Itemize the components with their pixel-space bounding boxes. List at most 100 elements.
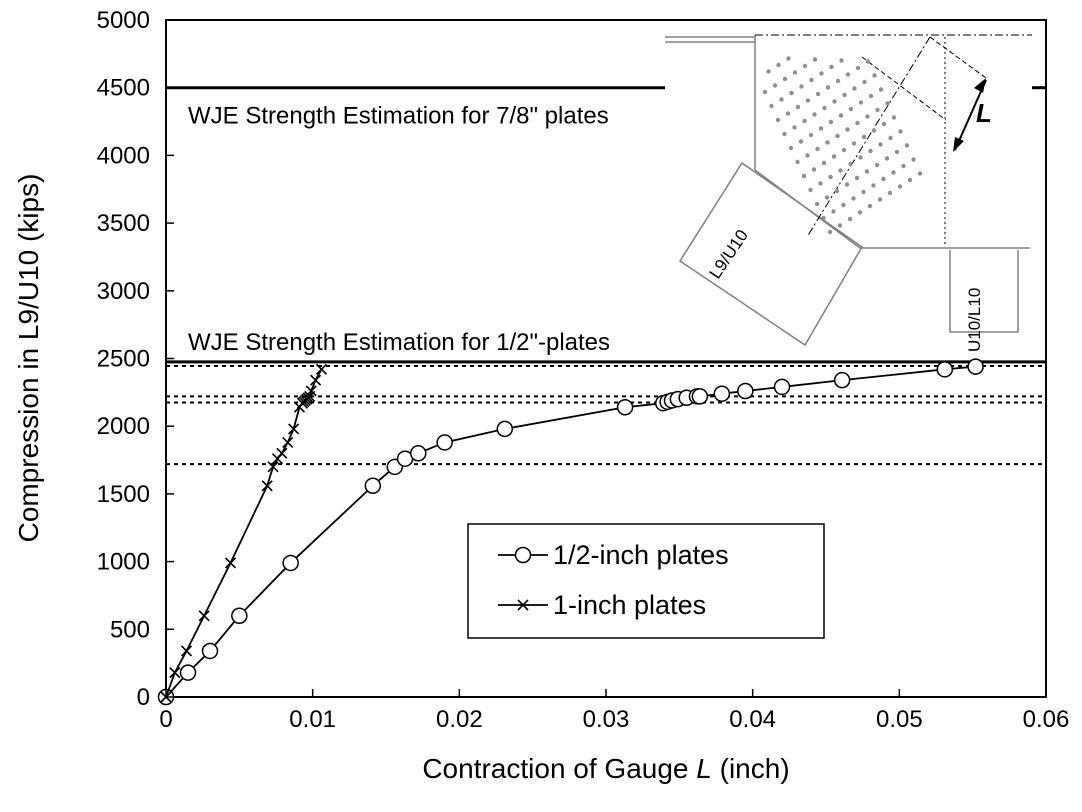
inset-bolt-90 [769, 103, 774, 109]
inset-bolt-99 [772, 83, 778, 88]
series-1-point-3 [198, 610, 210, 622]
y-tick-label-3: 1500 [97, 481, 150, 508]
inset-bolt-28 [894, 149, 900, 155]
inset-bolt-63 [818, 126, 824, 131]
inset-gauge-arrow-top [974, 78, 986, 93]
inset-bolt-9 [917, 171, 923, 176]
legend-marker-0 [514, 546, 532, 564]
inset-bolt-103 [812, 57, 818, 62]
series-1-point-18 [305, 385, 317, 397]
legend-label-1: 1-inch plates [553, 590, 706, 620]
series-1-point-4 [224, 557, 237, 569]
series-0-point-2 [201, 642, 219, 660]
series-0-point-20 [737, 382, 754, 400]
inset-bolt-83 [805, 98, 811, 103]
inset-bolt-61 [798, 139, 804, 144]
series-0-point-4 [282, 554, 299, 572]
inset-bolt-35 [858, 155, 863, 160]
inset-bolt-60 [788, 145, 794, 151]
inset-bolt-32 [828, 174, 833, 180]
inset-bolt-94 [809, 77, 814, 83]
inset-gauge-arrow-bottom [953, 137, 964, 152]
series-0-point-23 [936, 361, 954, 378]
inset-bolt-51 [805, 153, 810, 158]
inset-bolt-87 [845, 72, 851, 77]
inset-bolt-104 [766, 69, 771, 74]
inset-bolt-21 [824, 195, 830, 200]
x-tick-label-5: 0.05 [876, 706, 923, 733]
inset-bolt-25 [864, 169, 870, 174]
inset-bolt-46 [861, 134, 867, 140]
y-tick-label-0: 0 [137, 684, 150, 711]
inset-bolt-20 [814, 201, 820, 207]
series-0-point-10 [496, 420, 514, 438]
inset-label-gauge: L [976, 98, 992, 128]
inset-bolt-55 [845, 127, 850, 132]
inset-bolt-4 [867, 203, 873, 209]
y-tick-label-8: 4000 [97, 142, 150, 169]
inset-bolt-49 [891, 115, 897, 120]
inset-bolt-79 [872, 73, 877, 78]
y-tick-label-9: 4500 [97, 75, 150, 102]
series-0-point-9 [436, 434, 453, 451]
legend-box [467, 523, 825, 639]
series-0-point-21 [773, 378, 791, 396]
series-1-point-10 [288, 423, 300, 435]
inset-bolt-47 [871, 128, 877, 133]
x-tick-label-1: 0.01 [289, 706, 336, 733]
series-0-point-11 [616, 398, 634, 416]
inset-bolt-50 [795, 159, 800, 165]
axes: 0 0.01 0.02 0.03 0.04 0.05 0.06 0 500 1000 1500 200… [13, 7, 1069, 784]
inset-bolt-14 [861, 189, 866, 195]
inset-gauge-extension-top [929, 36, 987, 79]
inset-bolt-62 [808, 132, 814, 138]
inset-label-vertical: U10/L10 [965, 288, 984, 352]
inset-bolt-39 [898, 129, 903, 134]
inset-bolt-29 [904, 143, 910, 148]
inset-bolt-3 [857, 210, 863, 215]
inset-bolt-41 [811, 167, 817, 172]
series-1-point-19 [310, 374, 322, 386]
inset-bolt-0 [827, 229, 833, 235]
y-tick-label-1: 500 [110, 616, 150, 643]
inset-bolt-38 [888, 135, 893, 141]
inset-diagonal-centerline [806, 36, 931, 238]
inset-bolt-8 [907, 177, 913, 183]
inset-bolt-10 [821, 215, 826, 221]
inset-bolt-65 [838, 113, 844, 118]
inset-bolt-12 [841, 202, 846, 208]
inset-bolt-31 [818, 181, 823, 186]
inset-bolt-58 [875, 107, 880, 113]
inset-bolt-26 [874, 162, 880, 168]
inset-bolt-71 [792, 125, 797, 130]
legend: 1/2-inch plates 1-inch plates [467, 523, 825, 639]
inset-bolt-43 [831, 154, 837, 159]
inset-bolt-48 [881, 121, 887, 127]
y-tick-label-2: 1000 [97, 549, 150, 576]
reference-label-1: WJE Strength Estimation for 1/2"-plates [188, 329, 610, 356]
x-tick-label-6: 0.06 [1023, 706, 1070, 733]
inset-bolt-36 [868, 148, 873, 154]
series-1-point-2 [180, 645, 193, 657]
series-layer [157, 358, 984, 706]
y-axis-title: Compression in L9/U10 (kips) [13, 174, 44, 543]
inset-bolt-80 [775, 117, 781, 123]
inset-bolt-77 [852, 86, 857, 91]
inset-bolt-30 [808, 187, 813, 193]
series-0-point-8 [410, 445, 427, 462]
inset-bolt-27 [884, 156, 890, 161]
y-tick-label-10: 5000 [97, 7, 150, 34]
inset-bolt-64 [828, 119, 834, 125]
inset-bolt-22 [834, 188, 840, 194]
y-tick-label-4: 2000 [97, 413, 150, 440]
inset-bolt-40 [801, 173, 807, 179]
inset-bolt-86 [835, 78, 841, 84]
inset-bolt-23 [844, 182, 850, 187]
inset-bolt-72 [802, 118, 807, 124]
inset-bolt-17 [891, 170, 896, 175]
series-0-point-18 [691, 388, 709, 405]
inset-bolt-53 [825, 140, 830, 145]
x-tick-label-3: 0.03 [583, 706, 630, 733]
series-1-point-20 [315, 363, 328, 375]
x-axis-title: Contraction of Gauge L (inch) [422, 753, 789, 784]
